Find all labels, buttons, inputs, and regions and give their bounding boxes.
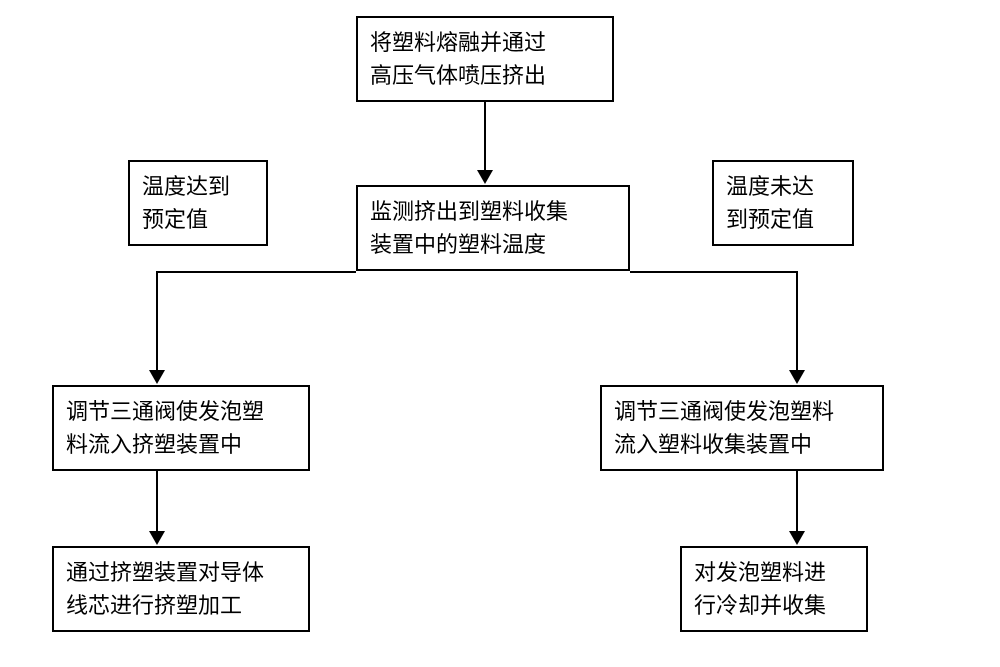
flowchart-node-right-mid: 调节三通阀使发泡塑料流入塑料收集装置中 (600, 385, 884, 471)
edge-top-monitor (484, 102, 486, 172)
node-text: 调节三通阀使发泡塑料流入挤塑装置中 (66, 395, 264, 461)
node-text: 监测挤出到塑料收集装置中的塑料温度 (370, 195, 568, 261)
arrowhead (789, 370, 805, 384)
edge-monitor-right-h (630, 271, 798, 273)
node-text: 将塑料熔融并通过高压气体喷压挤出 (370, 26, 546, 92)
edge-monitor-right-v (796, 271, 798, 371)
node-text: 调节三通阀使发泡塑料流入塑料收集装置中 (614, 395, 834, 461)
arrowhead (789, 531, 805, 545)
flowchart-node-left-bottom: 通过挤塑装置对导体线芯进行挤塑加工 (52, 546, 310, 632)
edge-monitor-left-v (156, 271, 158, 371)
flowchart-label-right: 温度未达到预定值 (712, 160, 854, 246)
edge-left-mid-bottom (156, 471, 158, 532)
edge-right-mid-bottom (796, 471, 798, 532)
node-text: 对发泡塑料进行冷却并收集 (694, 556, 826, 622)
edge-monitor-left-h (156, 271, 356, 273)
flowchart-node-right-bottom: 对发泡塑料进行冷却并收集 (680, 546, 868, 632)
flowchart-label-left: 温度达到预定值 (128, 160, 268, 246)
flowchart-node-monitor: 监测挤出到塑料收集装置中的塑料温度 (356, 185, 630, 271)
flowchart-node-left-mid: 调节三通阀使发泡塑料流入挤塑装置中 (52, 385, 310, 471)
arrowhead (149, 370, 165, 384)
node-text: 通过挤塑装置对导体线芯进行挤塑加工 (66, 556, 264, 622)
label-text: 温度达到预定值 (142, 170, 230, 236)
arrowhead (149, 531, 165, 545)
label-text: 温度未达到预定值 (726, 170, 814, 236)
arrowhead (477, 170, 493, 184)
flowchart-node-top: 将塑料熔融并通过高压气体喷压挤出 (356, 16, 614, 102)
